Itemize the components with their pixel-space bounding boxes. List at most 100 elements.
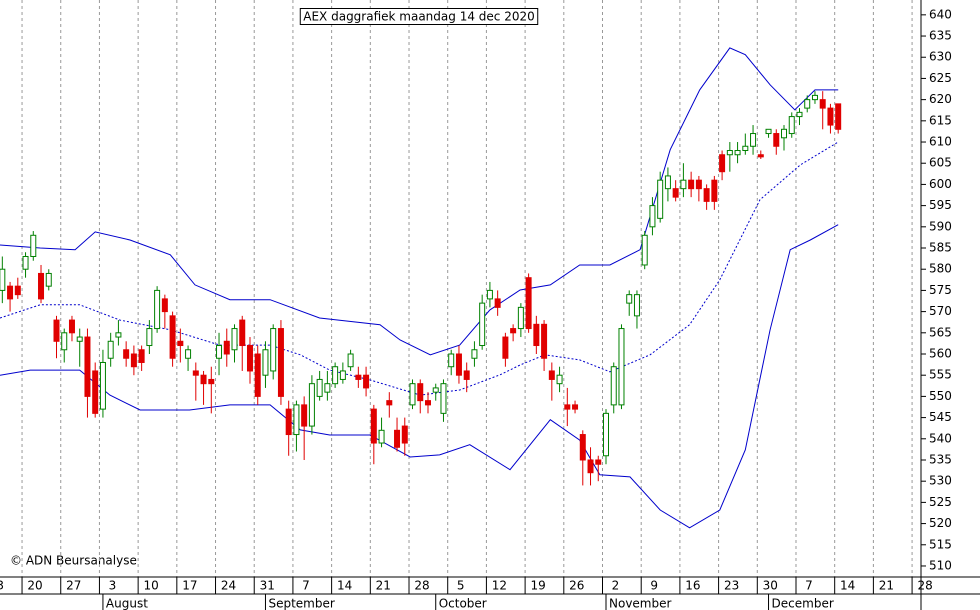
x-tick-label: 21 (376, 579, 391, 593)
y-tick-label: 570 (929, 304, 952, 318)
candle-body (479, 302, 486, 347)
candle-body (633, 294, 640, 317)
y-tick-label: 575 (929, 283, 952, 297)
candle-body (301, 404, 308, 427)
candle-body (541, 323, 548, 359)
candle-body (463, 370, 470, 380)
candle-body (618, 328, 625, 406)
x-tick-label: 24 (221, 579, 236, 593)
y-tick-label: 540 (929, 431, 952, 445)
y-tick-label: 615 (929, 113, 952, 127)
month-label: August (106, 597, 148, 610)
x-tick-label: 5 (457, 579, 465, 593)
candle-body (525, 277, 532, 330)
y-tick-label: 550 (929, 389, 952, 403)
candle-body (471, 349, 478, 359)
y-tick-label: 605 (929, 156, 952, 170)
candle-body (61, 332, 68, 351)
x-tick-label: 20 (27, 579, 42, 593)
candle-body (231, 328, 238, 351)
candle-body (510, 328, 517, 334)
candle-body (53, 319, 60, 342)
candle-body (332, 366, 339, 385)
candle-body (324, 383, 331, 393)
candle-body (185, 349, 192, 359)
x-tick-label: 27 (66, 579, 81, 593)
candle-body (270, 328, 277, 372)
candle-body (285, 408, 292, 436)
y-tick-label: 520 (929, 516, 952, 530)
candle-body (177, 340, 184, 347)
candle-body (734, 150, 741, 156)
candle-body (641, 234, 648, 266)
candle-body (30, 234, 37, 257)
candle-body (394, 429, 401, 448)
x-tick-label: 9 (650, 579, 658, 593)
candle-body (123, 349, 130, 359)
x-tick-label: 10 (143, 579, 158, 593)
y-tick-label: 590 (929, 219, 952, 233)
candle-body (76, 336, 83, 342)
x-tick-label: 7 (805, 579, 813, 593)
candle-body (22, 255, 29, 270)
y-tick-label: 610 (929, 135, 952, 149)
candle-body (827, 107, 834, 126)
candle-body (138, 349, 145, 363)
y-tick-label: 510 (929, 558, 952, 572)
candle-body (107, 340, 114, 359)
x-tick-label: 16 (685, 579, 700, 593)
candle-body (146, 328, 153, 347)
candle-body (680, 179, 687, 190)
candle-body (765, 128, 772, 135)
y-tick-label: 630 (929, 50, 952, 64)
candle-body (130, 353, 137, 368)
candle-body (363, 374, 370, 389)
candle-body (293, 404, 300, 436)
candle-body (262, 349, 269, 376)
candle-body (424, 400, 431, 406)
candle-body (572, 404, 579, 410)
candle-body (757, 154, 764, 158)
candle-body (579, 434, 586, 461)
x-tick-label: 17 (182, 579, 197, 593)
candle-body (277, 328, 284, 397)
month-label: October (439, 597, 487, 610)
candle-body (672, 188, 679, 198)
band-line (0, 224, 839, 529)
x-tick-label: 14 (337, 579, 352, 593)
candle-body (38, 272, 45, 300)
candle-body (192, 370, 199, 376)
candle-body (7, 285, 14, 300)
candle-body (703, 188, 710, 202)
y-tick-label: 555 (929, 368, 952, 382)
x-tick-label: 30 (763, 579, 778, 593)
y-tick-label: 640 (929, 7, 952, 21)
candle-body (223, 340, 230, 355)
candle-body (239, 319, 246, 347)
candle-body (626, 294, 633, 304)
candle-body (595, 459, 602, 465)
candle-body (742, 145, 749, 152)
copyright: © ADN Beursanalyse (10, 554, 137, 568)
candle-body (502, 336, 509, 359)
y-tick-label: 530 (929, 474, 952, 488)
candle-body (45, 272, 52, 287)
candle-body (773, 133, 780, 147)
candle-body (200, 374, 207, 385)
y-tick-label: 620 (929, 92, 952, 106)
candle-body (819, 99, 826, 109)
y-tick-label: 625 (929, 71, 952, 85)
candle-body (417, 383, 424, 402)
candle-body (750, 133, 757, 147)
candle-body (316, 378, 323, 397)
month-label: December (772, 597, 834, 610)
x-tick-label: 14 (840, 579, 855, 593)
y-tick-label: 545 (929, 410, 952, 424)
x-tick-label: 13 (0, 579, 4, 593)
candle-body (610, 366, 617, 406)
candle-body (664, 175, 671, 190)
candle-body (409, 383, 416, 406)
x-tick-label: 19 (530, 579, 545, 593)
candle-body (347, 353, 354, 368)
